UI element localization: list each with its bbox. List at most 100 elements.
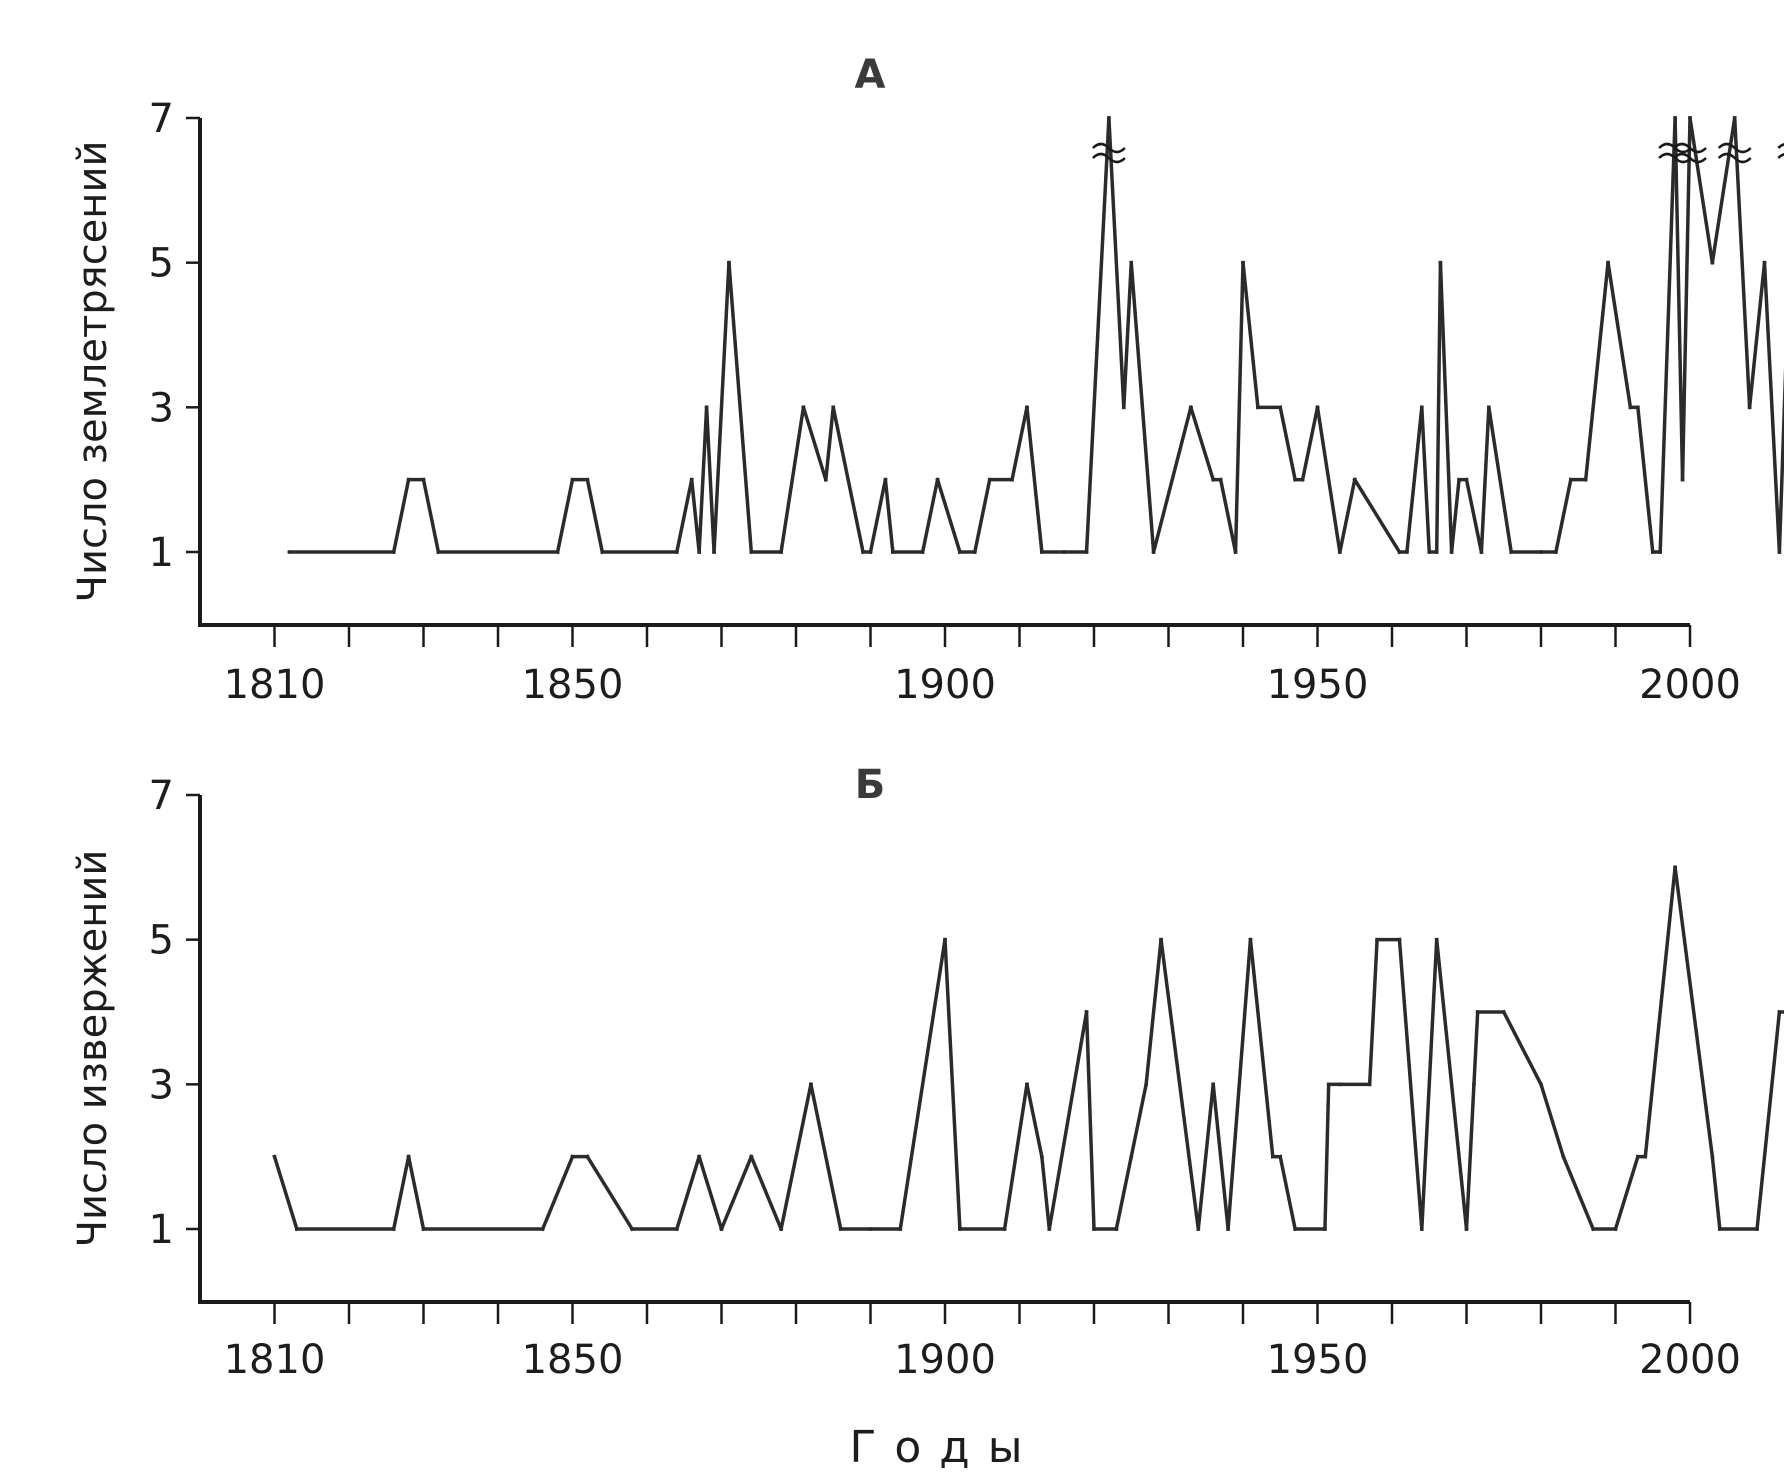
axis-ticks: 1 3 5 7 1810 1850 1900 1950 2000 (149, 96, 1741, 708)
data-point (1475, 1010, 1480, 1014)
data-point (1278, 405, 1283, 410)
data-point (1241, 260, 1245, 265)
panel-earthquakes: А Число землетрясений 1 3 5 7 1810 1850 1900 19… (70, 52, 1784, 708)
axis-break-mark (1092, 142, 1126, 164)
line-segment (801, 405, 828, 482)
line-segment (1553, 477, 1573, 555)
data-point (1144, 1082, 1148, 1087)
data-point (675, 1227, 679, 1231)
line-segment (1107, 116, 1126, 410)
line-segment (1151, 405, 1193, 555)
data-point (987, 477, 992, 482)
line-segment (1762, 260, 1782, 554)
line-segment (1673, 116, 1685, 482)
data-point (1278, 1154, 1283, 1159)
line-segment (1248, 937, 1275, 1159)
line-segment (1434, 937, 1469, 1231)
x-tick-label: 1850 (522, 662, 624, 708)
line-segment (1613, 1154, 1641, 1232)
line-segment (1025, 405, 1044, 554)
line-segment (555, 477, 575, 555)
data-point (570, 1154, 575, 1159)
line-segment (1464, 477, 1484, 555)
line-segment (1561, 1154, 1596, 1232)
line-segment (1710, 116, 1737, 265)
line-segment (972, 477, 992, 555)
data-point (1367, 1082, 1372, 1087)
axes (198, 795, 1690, 1304)
data-point (1509, 550, 1513, 554)
y-tick-label: 5 (149, 241, 174, 287)
line-segment (1438, 260, 1454, 554)
y-axis-label: Число землетрясений (70, 141, 116, 603)
data-point (1718, 1227, 1722, 1231)
line-segment (1084, 1010, 1096, 1231)
line-segment (1047, 1009, 1089, 1232)
axis-break-mark (1717, 142, 1752, 164)
data-point (391, 550, 396, 554)
line-segment (1449, 477, 1461, 554)
x-tick-label: 1900 (894, 1337, 996, 1383)
y-axis-label: Число извержений (70, 850, 116, 1248)
data-point (958, 1227, 962, 1231)
data-point (1561, 1154, 1566, 1159)
data-point (868, 550, 873, 554)
line-segment (1643, 865, 1678, 1159)
data-point (600, 550, 605, 554)
data-point (1397, 550, 1402, 554)
data-point (1464, 477, 1469, 482)
data-point (1248, 937, 1253, 942)
data-point (824, 477, 828, 482)
data-point (779, 1227, 783, 1231)
data-point (555, 550, 560, 554)
line-segment (1404, 405, 1424, 554)
data-point (295, 1227, 299, 1231)
data-point (861, 550, 865, 554)
y-tick-label: 7 (149, 773, 174, 819)
data-point (1151, 550, 1156, 554)
data-point (898, 1227, 903, 1231)
data-point (585, 477, 590, 482)
line-segment (697, 405, 709, 554)
data-point (749, 1154, 754, 1159)
axis-break-mark (1673, 142, 1707, 164)
data-point (1323, 1227, 1327, 1231)
data-point (1591, 1227, 1595, 1231)
data-point (935, 477, 940, 482)
line-segment (540, 1154, 575, 1232)
data-point (1122, 405, 1126, 410)
line-segment (779, 405, 806, 554)
series-marks (272, 865, 1784, 1232)
data-point (1107, 116, 1111, 120)
panel-label: Б (855, 762, 886, 808)
line-segment (704, 405, 716, 554)
data-point (421, 1227, 426, 1231)
data-point (1755, 1227, 1759, 1231)
data-point (689, 477, 694, 482)
line-segment (1196, 1082, 1216, 1231)
line-segment (1472, 1010, 1480, 1087)
y-tick-label: 7 (149, 96, 174, 142)
data-point (1658, 550, 1662, 554)
data-point (1062, 550, 1066, 554)
data-point (1606, 260, 1610, 265)
data-point (1211, 1082, 1215, 1087)
data-point (749, 550, 754, 554)
data-point (727, 260, 731, 265)
panel-eruptions: Б Число извержений 1 3 5 7 1810 1850 1900 1950 2… (70, 762, 1784, 1383)
line-segment (1419, 405, 1432, 554)
line-segment (808, 1082, 843, 1232)
line-segment (1538, 1082, 1566, 1159)
line-segment (1084, 116, 1111, 554)
data-point (1650, 550, 1655, 554)
data-point (1010, 477, 1014, 482)
data-point (1747, 405, 1752, 410)
line-segment (831, 405, 866, 555)
line-segment (1688, 116, 1715, 265)
data-point (920, 550, 925, 554)
data-point (1025, 1082, 1029, 1087)
data-point (1777, 550, 1782, 554)
line-segment (674, 477, 694, 555)
line-segment (1658, 116, 1677, 554)
line-segment (1464, 1082, 1476, 1231)
